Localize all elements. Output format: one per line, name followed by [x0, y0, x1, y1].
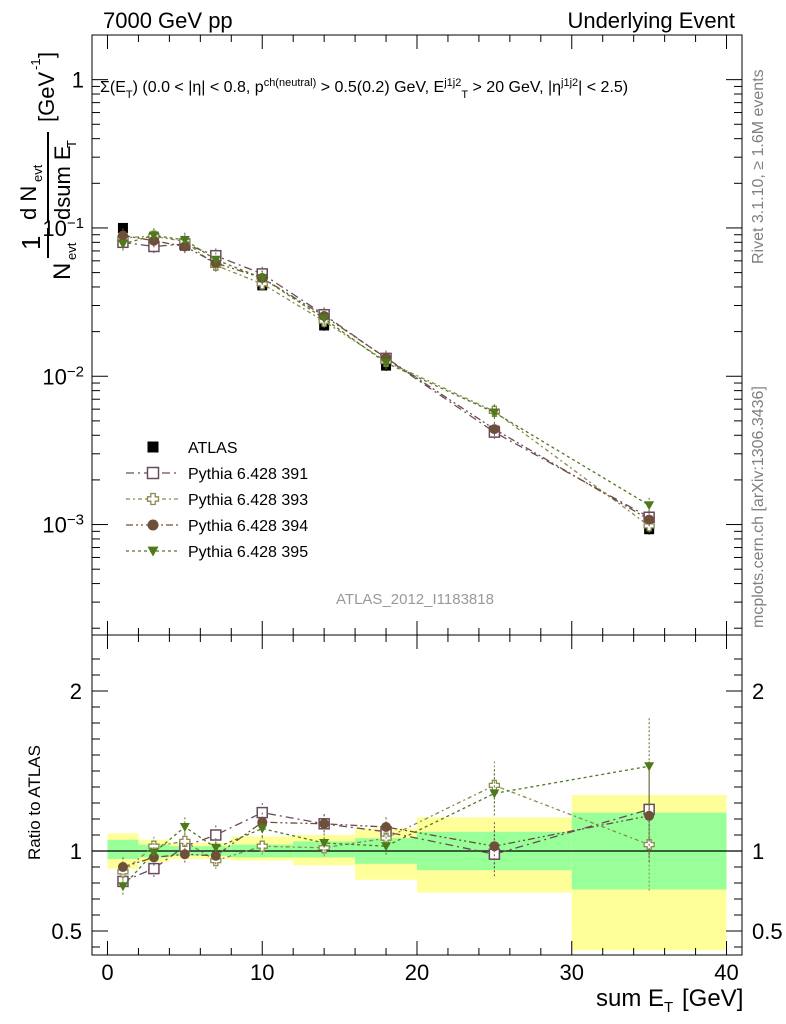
x-tick-label: 0	[101, 960, 113, 985]
ratio-grid-ticks: 0.5 0.51 12 20 10 20 30 40	[51, 635, 783, 985]
ratio-series-line	[122, 765, 650, 887]
data-point	[179, 235, 190, 245]
ratio-y-tick-label-right: 2	[752, 679, 764, 704]
svg-text:1: 1	[16, 236, 46, 250]
svg-text:sum E: sum E	[596, 985, 664, 1012]
data-point	[644, 501, 655, 511]
series-line	[122, 234, 650, 506]
ratio-point	[381, 822, 392, 832]
ratio-point	[319, 839, 330, 848]
svg-text:d N: d N	[16, 186, 41, 220]
data-point	[148, 231, 159, 241]
legend-marker	[147, 546, 159, 557]
ratio-point	[381, 842, 392, 852]
ratio-y-tick-label-right: 1	[752, 839, 764, 864]
svg-text:[GeV]: [GeV]	[682, 985, 743, 1012]
legend: ATLAS Pythia 6.428 391 Pythia 6.428 393 Pyt…	[126, 440, 308, 561]
main-grid-ticks: 1 10−1 10−2 10−3	[42, 34, 742, 635]
ratio-point	[148, 862, 160, 875]
ratio-point	[179, 849, 190, 860]
legend-marker	[147, 519, 159, 531]
mcplots-label: mcplots.cern.ch [arXiv:1306.3436]	[750, 386, 767, 628]
ratio-point	[319, 818, 330, 829]
ratio-point	[489, 789, 500, 799]
ratio-point	[148, 848, 159, 858]
svg-text:evt: evt	[64, 242, 79, 260]
ratio-y-tick-label: 0.5	[51, 919, 82, 944]
legend-marker	[147, 441, 159, 453]
legend-marker	[146, 466, 160, 480]
y-tick-label: 10−1	[42, 214, 84, 241]
ratio-point	[644, 810, 655, 821]
svg-text:evt: evt	[30, 164, 45, 182]
x-axis-label: sum E T [GeV]	[596, 985, 743, 1016]
svg-text:]: ]	[34, 52, 59, 58]
x-tick-label: 20	[405, 960, 429, 985]
legend-label: ATLAS	[188, 440, 238, 457]
y-tick-label: 10−3	[42, 511, 84, 538]
ratio-y-tick-label-right: 0.5	[752, 919, 783, 944]
svg-text:[GeV: [GeV	[34, 72, 59, 122]
ratio-point	[179, 823, 190, 832]
y-tick-label: 10−2	[42, 363, 84, 390]
data-point	[257, 273, 268, 283]
header-left: 7000 GeV pp	[103, 8, 233, 33]
watermark: ATLAS_2012_I1183818	[336, 591, 494, 608]
y-tick-label: 1	[72, 68, 84, 93]
ratio-y-axis-label: Ratio to ATLAS	[25, 745, 44, 860]
legend-label: Pythia 6.428 394	[188, 518, 308, 535]
svg-text:T: T	[664, 999, 673, 1016]
svg-text:T: T	[64, 140, 79, 148]
main-series-layer	[117, 222, 655, 535]
legend-label: Pythia 6.428 391	[188, 466, 308, 483]
data-point	[489, 408, 500, 418]
ratio-bands	[107, 795, 727, 951]
stat-band	[107, 839, 139, 859]
legend-label: Pythia 6.428 395	[188, 544, 308, 561]
main-y-axis-label: 1 N evt d N evt dsum E T [GeV -1 ]	[16, 52, 79, 280]
rivet-label: Rivet 3.1.10, ≥ 1.6M events	[750, 69, 767, 264]
data-point	[489, 424, 500, 435]
ratio-point	[117, 882, 128, 892]
data-point	[319, 314, 330, 324]
x-tick-label: 40	[714, 960, 738, 985]
ratio-point	[489, 841, 500, 852]
legend-label: Pythia 6.428 393	[188, 492, 308, 509]
ratio-point	[117, 862, 128, 872]
selection-title: Σ(ET) (0.0 < |η| < 0.8, pch(neutral) > 0…	[100, 77, 628, 101]
data-point	[381, 358, 392, 368]
header-right: Underlying Event	[567, 8, 735, 33]
x-tick-label: 30	[560, 960, 584, 985]
data-point	[117, 222, 128, 233]
data-point	[117, 239, 128, 249]
ratio-y-tick-label: 1	[70, 839, 82, 864]
ratio-series-layer	[117, 718, 655, 896]
ratio-point	[210, 843, 221, 853]
legend-marker	[146, 492, 160, 506]
x-tick-label: 10	[250, 960, 274, 985]
ratio-point	[256, 840, 268, 852]
svg-text:N: N	[49, 263, 76, 280]
svg-text:dsum E: dsum E	[50, 145, 75, 220]
data-point	[117, 230, 128, 241]
ratio-point	[179, 835, 191, 848]
ratio-point	[257, 824, 268, 834]
data-point	[644, 514, 655, 525]
ratio-point	[644, 762, 655, 772]
svg-text:-1: -1	[28, 58, 43, 70]
ratio-y-tick-label: 2	[70, 679, 82, 704]
data-point	[210, 255, 221, 265]
